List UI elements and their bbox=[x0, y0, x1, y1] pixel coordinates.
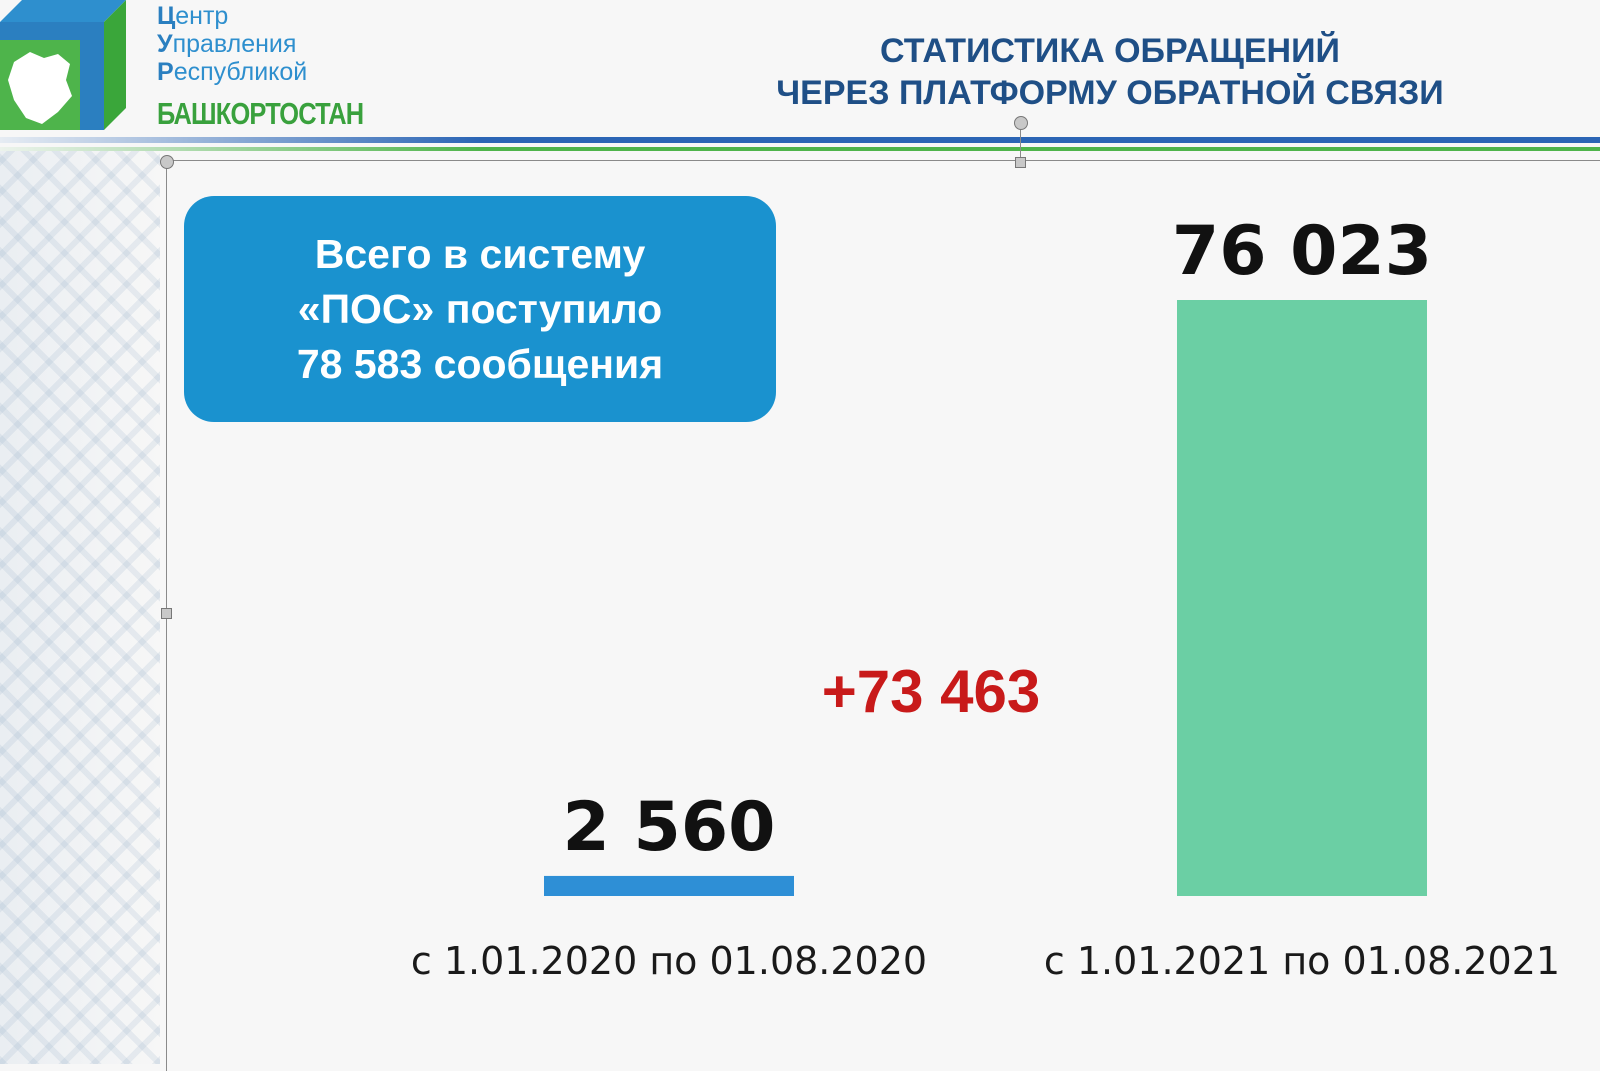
bar-1 bbox=[544, 875, 794, 896]
page-title: СТАТИСТИКА ОБРАЩЕНИЙ ЧЕРЕЗ ПЛАТФОРМУ ОБР… bbox=[700, 30, 1520, 114]
brand-initial: Ц bbox=[157, 2, 176, 30]
header-divider-green bbox=[0, 147, 1600, 151]
header-divider-blue bbox=[0, 137, 1600, 143]
callout-line-3: 78 583 сообщения bbox=[296, 340, 664, 387]
callout-line-2: «ПОС» поступило bbox=[297, 285, 663, 332]
page-title-line-2: ЧЕРЕЗ ПЛАТФОРМУ ОБРАТНОЙ СВЯЗИ bbox=[776, 74, 1444, 112]
rotation-handle[interactable] bbox=[1014, 116, 1028, 130]
resize-handle-top-left[interactable] bbox=[160, 155, 174, 169]
bar-2 bbox=[1177, 300, 1427, 896]
brand-name: Центр Управления Республикой bbox=[157, 2, 307, 86]
bar-value-label-1: 2 560 bbox=[563, 788, 776, 867]
total-messages-callout: Всего в систему «ПОС» поступило 78 583 с… bbox=[184, 196, 776, 422]
brand-word: еспубликой bbox=[173, 58, 308, 86]
difference-annotation: +73 463 bbox=[822, 658, 1041, 725]
rotation-handle-stem bbox=[1020, 128, 1021, 158]
callout-line-1: Всего в систему bbox=[314, 230, 646, 277]
ornament-background bbox=[0, 150, 160, 1064]
brand-logo-mark bbox=[0, 0, 126, 130]
category-label-1: с 1.01.2020 по 01.08.2020 bbox=[411, 939, 927, 983]
brand-word: правления bbox=[172, 30, 297, 58]
page-title-line-1: СТАТИСТИКА ОБРАЩЕНИЙ bbox=[880, 32, 1340, 70]
brand-initial: У bbox=[157, 30, 173, 58]
bar-value-label-2: 76 023 bbox=[1172, 212, 1432, 291]
brand-word: ентр bbox=[175, 2, 229, 30]
brand-initial: Р bbox=[157, 58, 174, 86]
resize-handle-top[interactable] bbox=[1015, 157, 1026, 168]
brand-region: БАШКОРТОСТАН bbox=[157, 96, 364, 131]
category-label-2: с 1.01.2021 по 01.08.2021 bbox=[1044, 939, 1560, 983]
resize-handle-left[interactable] bbox=[161, 608, 172, 619]
